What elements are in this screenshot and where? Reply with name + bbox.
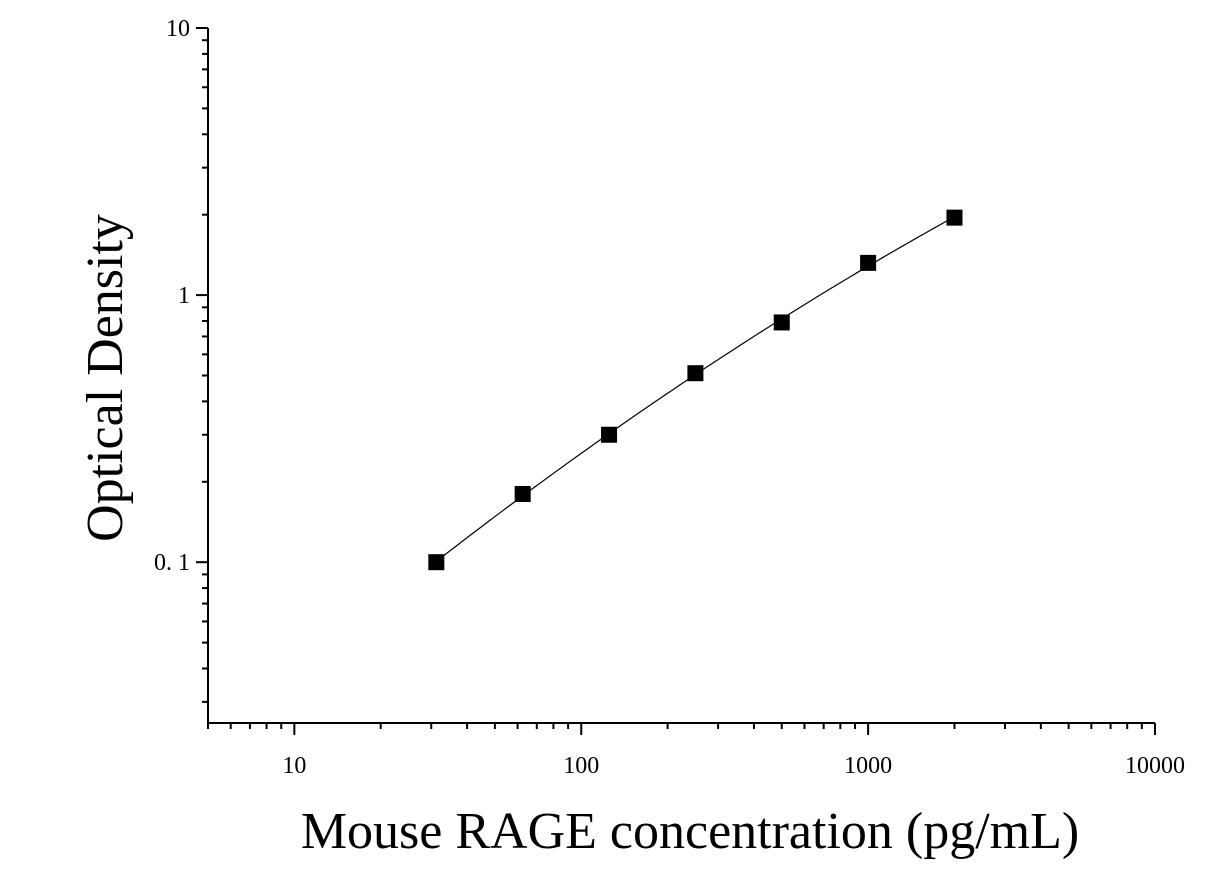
x-tick-label: 1000 <box>844 753 892 779</box>
x-tick-label: 10 <box>282 753 306 779</box>
x-axis-title: Mouse RAGE concentration (pg/mL) <box>301 803 1079 860</box>
data-point <box>773 314 790 331</box>
data-point <box>860 254 877 271</box>
data-point <box>514 486 531 503</box>
y-axis-title: Optical Density <box>77 214 134 542</box>
data-point <box>946 209 963 226</box>
data-points <box>428 209 963 571</box>
data-point <box>687 365 704 382</box>
axes: 10 100 1000 10000 0. 1 1 10 <box>154 16 1185 779</box>
x-tick-label: 10000 <box>1125 753 1185 779</box>
y-tick-label: 0. 1 <box>154 550 190 576</box>
x-tick-label: 100 <box>563 753 599 779</box>
y-tick-label: 10 <box>166 16 190 42</box>
y-tick-label: 1 <box>178 283 190 309</box>
data-point <box>428 554 445 571</box>
data-point <box>601 426 618 443</box>
